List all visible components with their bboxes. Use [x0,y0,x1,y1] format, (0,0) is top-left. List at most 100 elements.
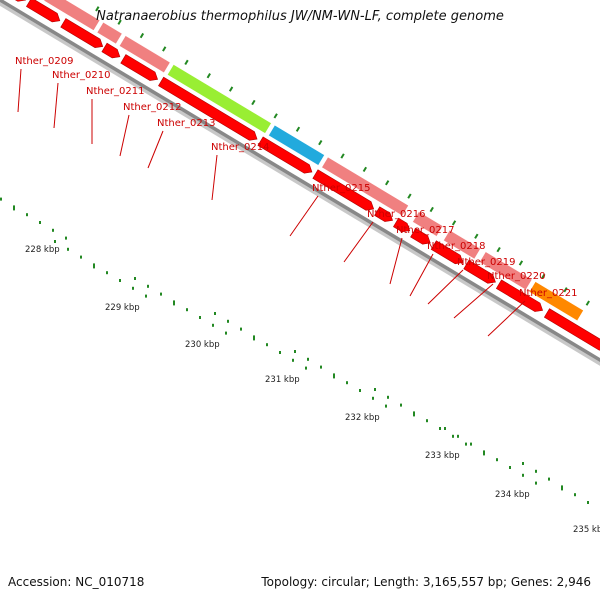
scale-dot [561,485,563,491]
cds-arrow [158,76,258,141]
tick-mark [117,19,122,25]
cds-arrow [14,0,26,2]
scale-label: 232 kbp [345,413,380,423]
scale-dot [147,284,149,288]
scale-dot [400,403,402,407]
gene-feature [412,211,444,237]
cds-arrow [120,54,159,81]
gene-label: Nther_0214 [211,142,269,153]
gene-leader-line [389,237,403,285]
scale-dot [119,279,121,282]
gene-leader-line [487,300,526,337]
cds-arrow [101,42,121,59]
scale-dot [387,395,389,399]
gene-leader-line [147,130,164,169]
tick-mark [407,193,412,199]
gene-leader-line [427,269,464,305]
tick-mark [451,220,457,226]
scale-dot [574,493,576,497]
scale-dot [294,350,296,353]
scale-dot [320,365,322,369]
scale-label: 235 kbp [573,525,600,535]
scale-dot [0,197,2,201]
scale-dot [346,381,348,385]
scale-label: 230 kbp [185,340,220,350]
gene-leader-line [17,68,22,113]
scale-dot [80,255,82,259]
gene-feature [268,124,325,166]
scale-dot [145,294,147,298]
scale-dot [67,247,69,251]
scale-dot [106,271,108,275]
scale-dot [439,427,441,430]
scale-dot [26,213,28,217]
gene-leader-line [453,283,494,319]
cds-arrow [25,0,61,23]
scale-dot [465,442,467,446]
scale-dot [374,388,376,391]
gene-feature [479,251,533,291]
scale-dot [266,343,268,347]
scale-dot [452,434,454,438]
tick-mark [95,6,100,12]
scale-dot [535,469,537,473]
scale-dot [214,312,216,315]
scale-dot [305,366,307,370]
scale-label: 231 kbp [265,375,300,385]
scale-dot [444,427,446,430]
backbone-shadow [0,0,600,366]
tick-mark [496,246,501,253]
scale-dot [470,442,472,446]
scale-dot [535,481,537,485]
tick-mark [541,273,546,280]
gene-label: Nther_0220 [487,271,545,282]
scale-dot [307,357,309,361]
genome-title: Natranaerobius thermophilus JW/NM-WN-LF,… [96,9,504,24]
cds-arrow [430,240,464,265]
scale-dot [160,292,162,296]
gene-leader-line [53,82,59,129]
tick-mark [318,139,323,146]
scale-dot [93,263,95,269]
tick-mark [139,32,145,39]
gene-label: Nther_0215 [312,183,370,194]
gene-feature [96,21,123,45]
scale-dot [587,501,589,504]
scale-dot [413,411,415,417]
tick-mark [563,287,568,293]
gene-feature [167,64,272,134]
gene-leader-line [211,154,218,201]
tick-mark [162,46,167,52]
scale-dot [199,316,201,319]
scale-dot [212,323,214,327]
scale-dot [385,404,387,408]
cds-arrow [543,308,600,351]
scale-dot [54,240,56,243]
tick-mark [273,113,278,119]
scale-dot [509,466,511,469]
tick-mark [228,86,234,92]
gene-leader-line [409,253,434,297]
scale-dot [359,389,361,392]
scale-dot [279,351,281,354]
cds-arrow [393,217,411,233]
tick-mark [206,73,211,79]
gene-label: Nther_0213 [157,118,215,129]
tick-mark [184,59,189,65]
tick-mark [251,99,256,106]
scale-dot [253,335,255,341]
gene-leader-line [119,114,130,157]
gene-label: Nther_0209 [15,56,73,67]
scale-dot [483,450,485,456]
gene-label: Nther_0211 [86,86,144,97]
gene-label: Nther_0212 [123,102,181,113]
accession-text: Accession: NC_010718 [8,575,145,589]
tick-mark [340,153,345,159]
gene-label: Nther_0221 [519,288,577,299]
scale-dot [522,473,524,477]
scale-dot [372,396,374,400]
tick-mark [385,180,390,186]
scale-dot [496,458,498,462]
tick-mark [362,166,368,173]
